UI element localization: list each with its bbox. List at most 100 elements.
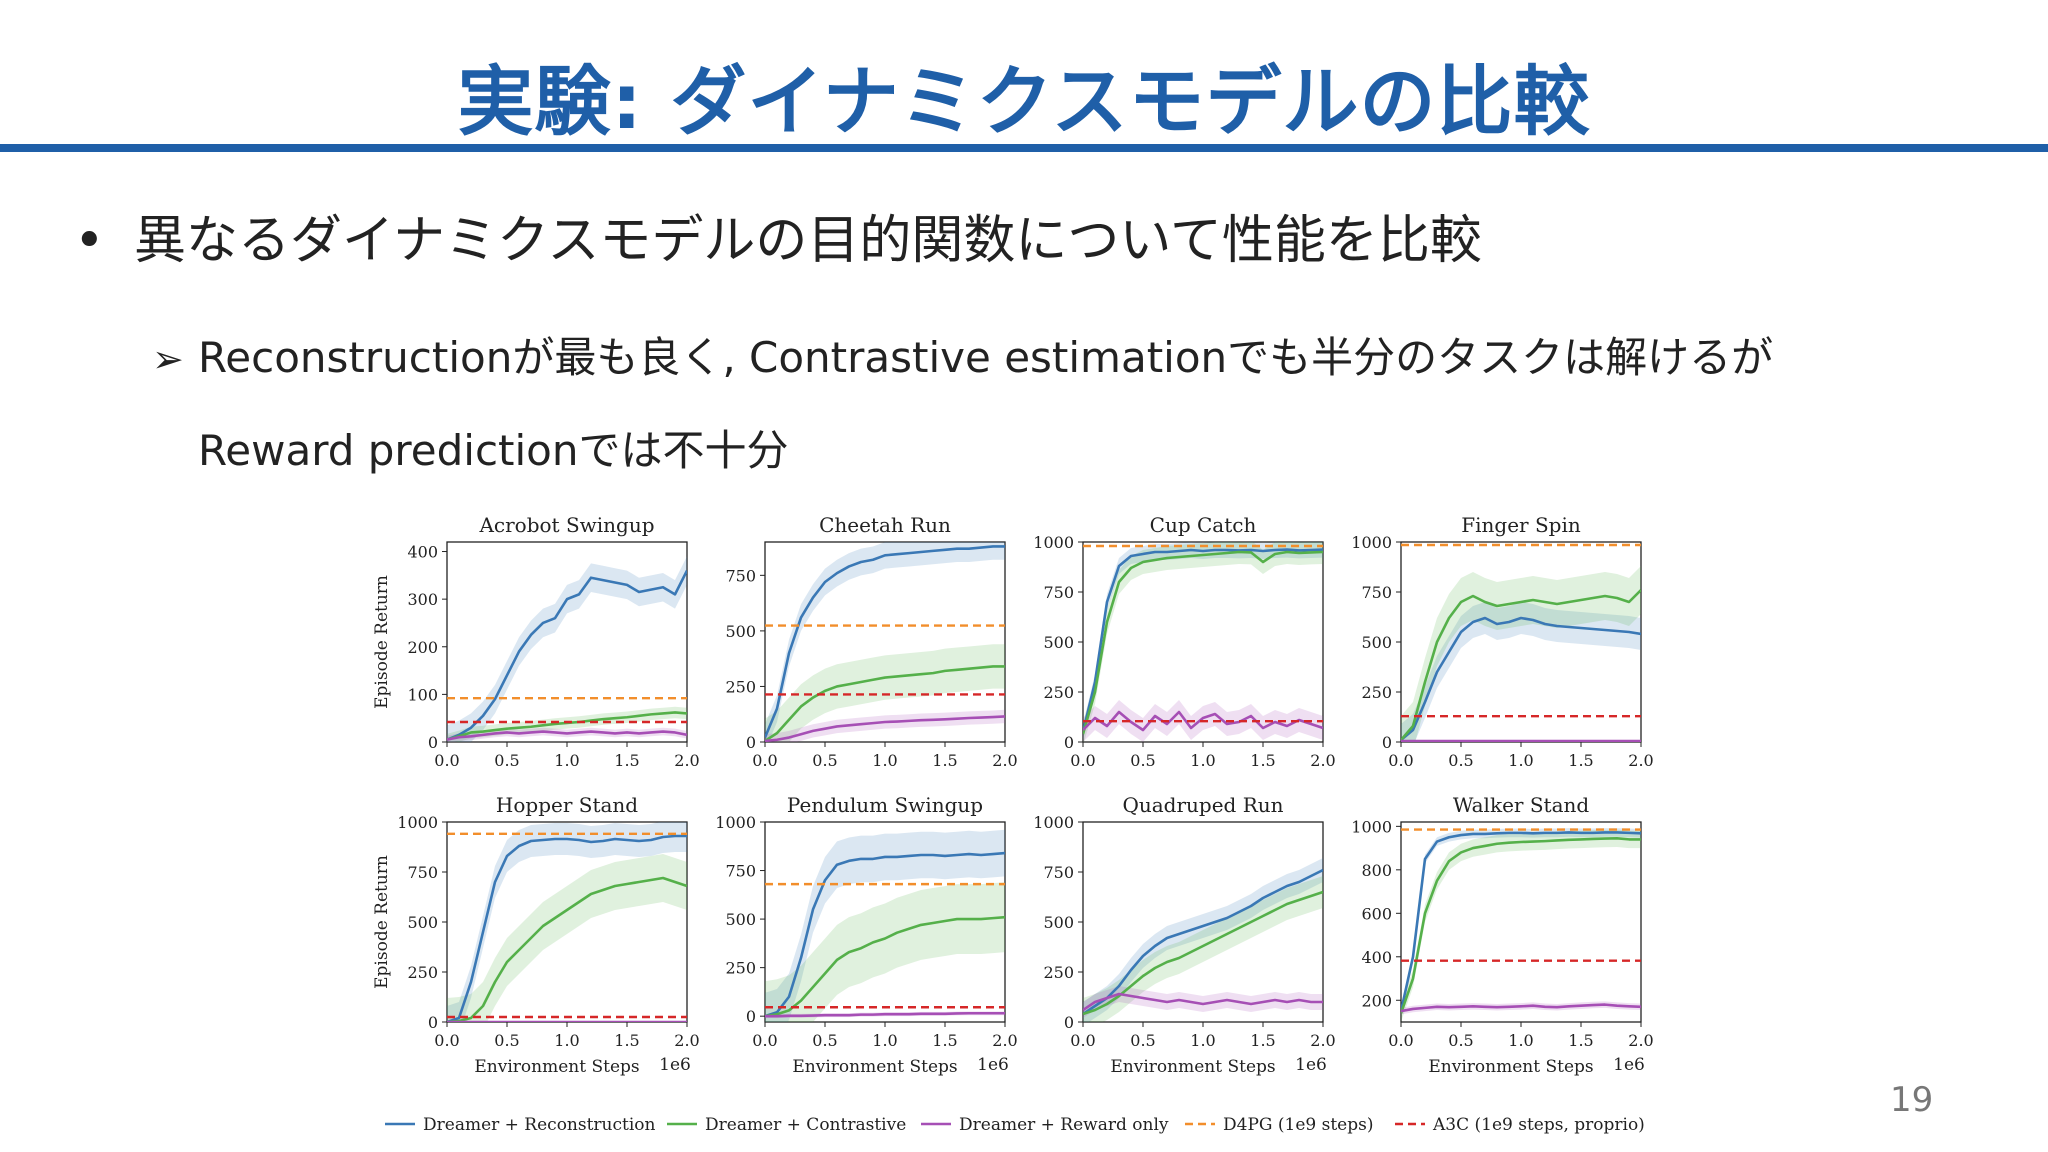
y-tick-label: 750 (725, 862, 756, 881)
x-tick-label: 1.5 (1568, 751, 1593, 770)
x-multiplier-label: 1e6 (659, 1055, 691, 1075)
panel-cheetah-run: Cheetah Run 0 250 500 750 0.0 0.5 1.0 1.5 2.0 (725, 513, 1017, 770)
x-multiplier-label: 1e6 (977, 1055, 1009, 1075)
chart-grid: Acrobot Swingup 0 100 200 300 400 0.0 0.5 1.0 1.5… (372, 513, 1654, 1135)
x-tick-label: 2.0 (992, 751, 1017, 770)
x-tick-label: 0.0 (752, 1031, 777, 1050)
line-contrastive (447, 876, 687, 1022)
x-tick-label: 0.5 (494, 1031, 519, 1050)
x-tick-label: 0.0 (1070, 751, 1095, 770)
x-tick-label: 1.5 (932, 1031, 957, 1050)
panel-acrobot-swingup: Acrobot Swingup 0 100 200 300 400 0.0 0.5 1.0 1.5… (372, 513, 700, 770)
y-tick-label: 0 (1382, 733, 1392, 752)
x-tick-label: 1.5 (614, 1031, 639, 1050)
y-tick-label: 1000 (397, 813, 438, 832)
x-tick-label: 1.5 (1250, 751, 1275, 770)
band-reconstruction (1401, 602, 1641, 742)
line-contrastive (1083, 890, 1323, 1016)
x-tick-label: 0.5 (494, 751, 519, 770)
x-tick-label: 1.0 (872, 751, 897, 770)
y-tick-label: 500 (1361, 633, 1392, 652)
x-tick-label: 0.5 (1130, 751, 1155, 770)
bullet-dot: • (74, 211, 105, 271)
x-tick-label: 1.0 (1508, 1031, 1533, 1050)
plot-area (447, 556, 687, 742)
x-tick-label: 1.5 (1250, 1031, 1275, 1050)
y-tick-label: 250 (1043, 683, 1074, 702)
y-tick-label: 500 (1043, 633, 1074, 652)
x-tick-label: 0.0 (434, 1031, 459, 1050)
bullet-2-line-2: Reward predictionでは不十分 (198, 426, 789, 475)
y-tick-label: 750 (407, 863, 438, 882)
line-contrastive (765, 915, 1005, 1018)
y-tick-label: 500 (725, 910, 756, 929)
y-tick-label: 0 (1064, 1013, 1074, 1032)
x-axis-label: Environment Steps (1110, 1057, 1275, 1077)
bullet-1-text: 異なるダイナミクスモデルの目的関数について性能を比較 (134, 211, 1482, 271)
x-tick-label: 0.0 (752, 751, 777, 770)
bullet-2: ➢ Reconstructionが最も良く, Contrastive estima… (152, 312, 1972, 497)
panel-quadruped-run: Quadruped Run 0 250 500 750 1000 0.0 0.5 1.0 1.5 2… (1033, 793, 1335, 1077)
y-tick-label: 750 (725, 566, 756, 585)
plot-area (1401, 543, 1641, 742)
panel-walker-stand: Walker Stand 200 400 600 800 1000 0.0 0.5 1.0 1.5… (1351, 793, 1653, 1077)
legend-label-reconstruction: Dreamer + Reconstruction (423, 1115, 656, 1135)
panel-cup-catch: Cup Catch 0 250 500 750 1000 0.0 0.5 1.0 1.5 2.0 (1033, 513, 1335, 770)
line-reconstruction (447, 834, 687, 1022)
line-reward (765, 1011, 1005, 1018)
x-tick-label: 1.0 (554, 1031, 579, 1050)
x-tick-label: 1.0 (872, 1031, 897, 1050)
line-reconstruction (1401, 831, 1641, 1012)
y-tick-label: 200 (407, 638, 438, 657)
y-tick-label: 400 (1361, 948, 1392, 967)
slide-title: 実験: ダイナミクスモデルの比較 (457, 57, 1591, 146)
y-tick-label: 0 (428, 1013, 438, 1032)
y-tick-label: 250 (1043, 963, 1074, 982)
page-number: 19 (1890, 1080, 1934, 1120)
line-contrastive (1401, 837, 1641, 1014)
x-axis-label: Environment Steps (1428, 1057, 1593, 1077)
y-tick-label: 250 (1361, 683, 1392, 702)
line-reconstruction (447, 569, 687, 741)
band-contrastive (1401, 566, 1641, 742)
line-reconstruction (1401, 616, 1641, 741)
x-tick-label: 0.5 (812, 1031, 837, 1050)
legend-label-contrastive: Dreamer + Contrastive (705, 1115, 906, 1135)
panel-pendulum-swingup: Pendulum Swingup 0 250 500 750 1000 0.0 0.5 1.0 1… (715, 793, 1017, 1077)
panel-title: Pendulum Swingup (787, 793, 983, 817)
legend: Dreamer + Reconstruction Dreamer + Contra… (385, 1115, 1645, 1135)
panel-finger-spin: Finger Spin 0 250 500 750 1000 0.0 0.5 1.0 1.5 2.0 (1351, 513, 1653, 770)
x-tick-label: 0.5 (1130, 1031, 1155, 1050)
line-reward (1401, 1003, 1641, 1013)
y-tick-label: 0 (746, 733, 756, 752)
x-multiplier-label: 1e6 (1295, 1055, 1327, 1075)
band-contrastive (1083, 876, 1323, 1022)
panel-title: Walker Stand (1453, 793, 1590, 817)
y-tick-label: 750 (1043, 583, 1074, 602)
x-tick-label: 2.0 (1310, 751, 1335, 770)
line-reconstruction (1083, 868, 1323, 1016)
panel-hopper-stand: Hopper Stand 0 250 500 750 1000 0.0 0.5 1.0 1.5 2.… (372, 793, 700, 1077)
y-tick-label: 800 (1361, 861, 1392, 880)
y-tick-label: 1000 (1351, 533, 1392, 552)
band-reconstruction (447, 822, 687, 1022)
band-contrastive (1401, 829, 1641, 1022)
x-tick-label: 0.0 (434, 751, 459, 770)
y-tick-label: 0 (746, 1007, 756, 1026)
band-reward (1083, 986, 1323, 1018)
line-contrastive (1083, 550, 1323, 735)
y-axis-label: Episode Return (372, 855, 392, 989)
panel-title: Cup Catch (1150, 513, 1257, 537)
band-contrastive (1083, 542, 1323, 742)
line-reconstruction (765, 851, 1005, 1018)
bullet-2-line-1: ➢ Reconstructionが最も良く, Contrastive estima… (152, 312, 1972, 405)
y-tick-label: 750 (1043, 863, 1074, 882)
x-tick-label: 2.0 (1310, 1031, 1335, 1050)
band-contrastive (765, 882, 1005, 1022)
y-tick-label: 500 (725, 622, 756, 641)
legend-label-d4pg: D4PG (1e9 steps) (1223, 1115, 1373, 1135)
y-tick-label: 100 (407, 685, 438, 704)
x-tick-label: 0.0 (1070, 1031, 1095, 1050)
y-tick-label: 500 (1043, 913, 1074, 932)
line-reward (765, 715, 1005, 742)
